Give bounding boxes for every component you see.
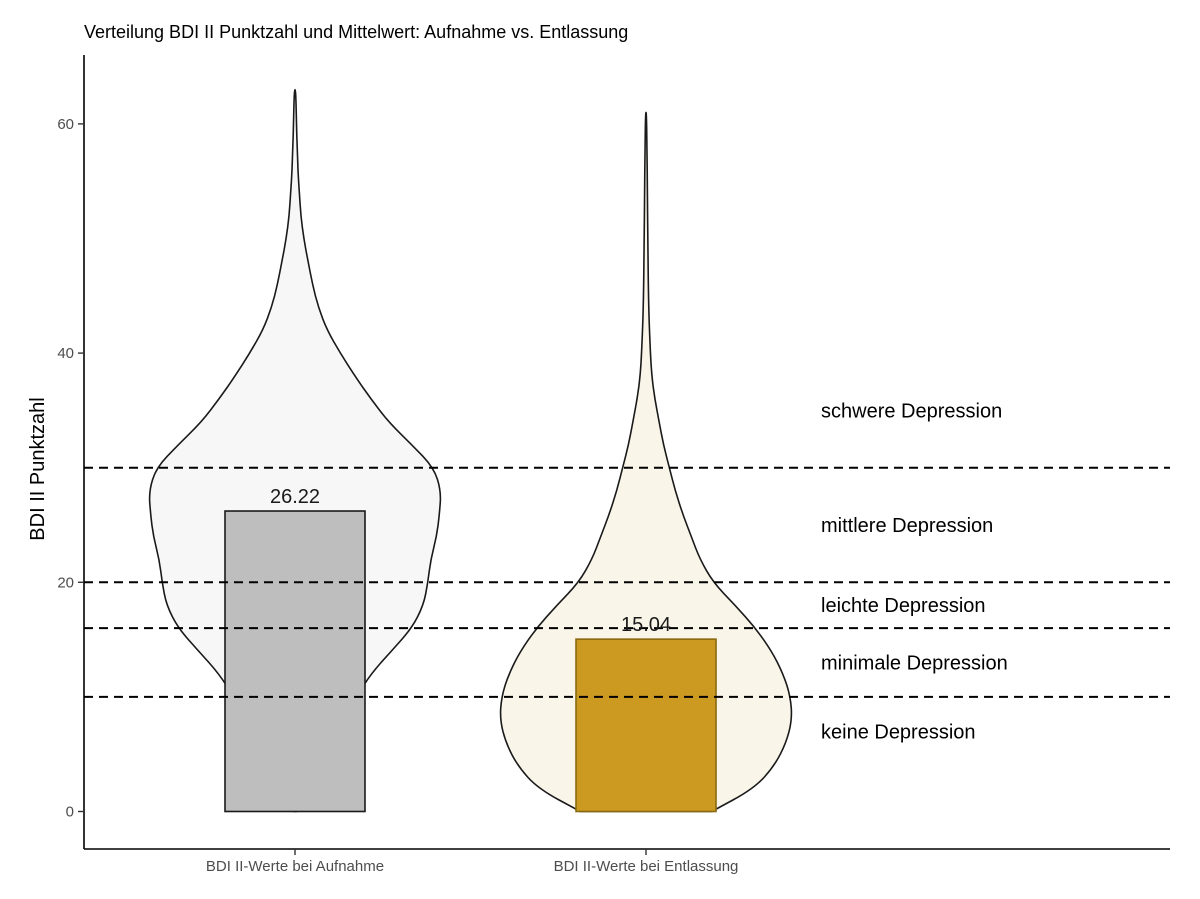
chart-title: Verteilung BDI II Punktzahl und Mittelwe…: [84, 22, 628, 42]
bar-layer: [224, 510, 717, 813]
y-tick-label-0: 0: [66, 804, 74, 821]
y-tick-layer: 0 20 40 60: [57, 116, 84, 821]
y-tick-label-40: 40: [57, 345, 74, 362]
band-label-5: keine Depression: [821, 721, 976, 743]
x-tick-layer: BDI II-Werte bei Aufnahme BDI II-Werte be…: [206, 849, 738, 875]
bar-2: [575, 638, 717, 813]
band-label-4: minimale Depression: [821, 653, 1008, 675]
bar-value-label-2: 15.04: [621, 614, 671, 636]
x-tick-label-2: BDI II-Werte bei Entlassung: [554, 858, 739, 875]
violin-layer: [148, 88, 793, 813]
bar-value-label-1: 26.22: [270, 486, 320, 508]
x-tick-label-1: BDI II-Werte bei Aufnahme: [206, 858, 384, 875]
band-label-3: leichte Depression: [821, 595, 986, 617]
label-layer: 26.22 15.04 schwere Depression mittlere Dep…: [270, 400, 1008, 743]
violin-2: [499, 111, 793, 813]
y-tick-label-20: 20: [57, 574, 74, 591]
y-axis-label: BDI II Punktzahl: [27, 397, 49, 540]
y-tick-label-60: 60: [57, 116, 74, 133]
band-label-2: mittlere Depression: [821, 515, 993, 537]
reference-line-layer: [84, 466, 1170, 698]
bar-1: [224, 510, 366, 813]
violin-1: [148, 88, 442, 813]
band-label-1: schwere Depression: [821, 400, 1002, 422]
